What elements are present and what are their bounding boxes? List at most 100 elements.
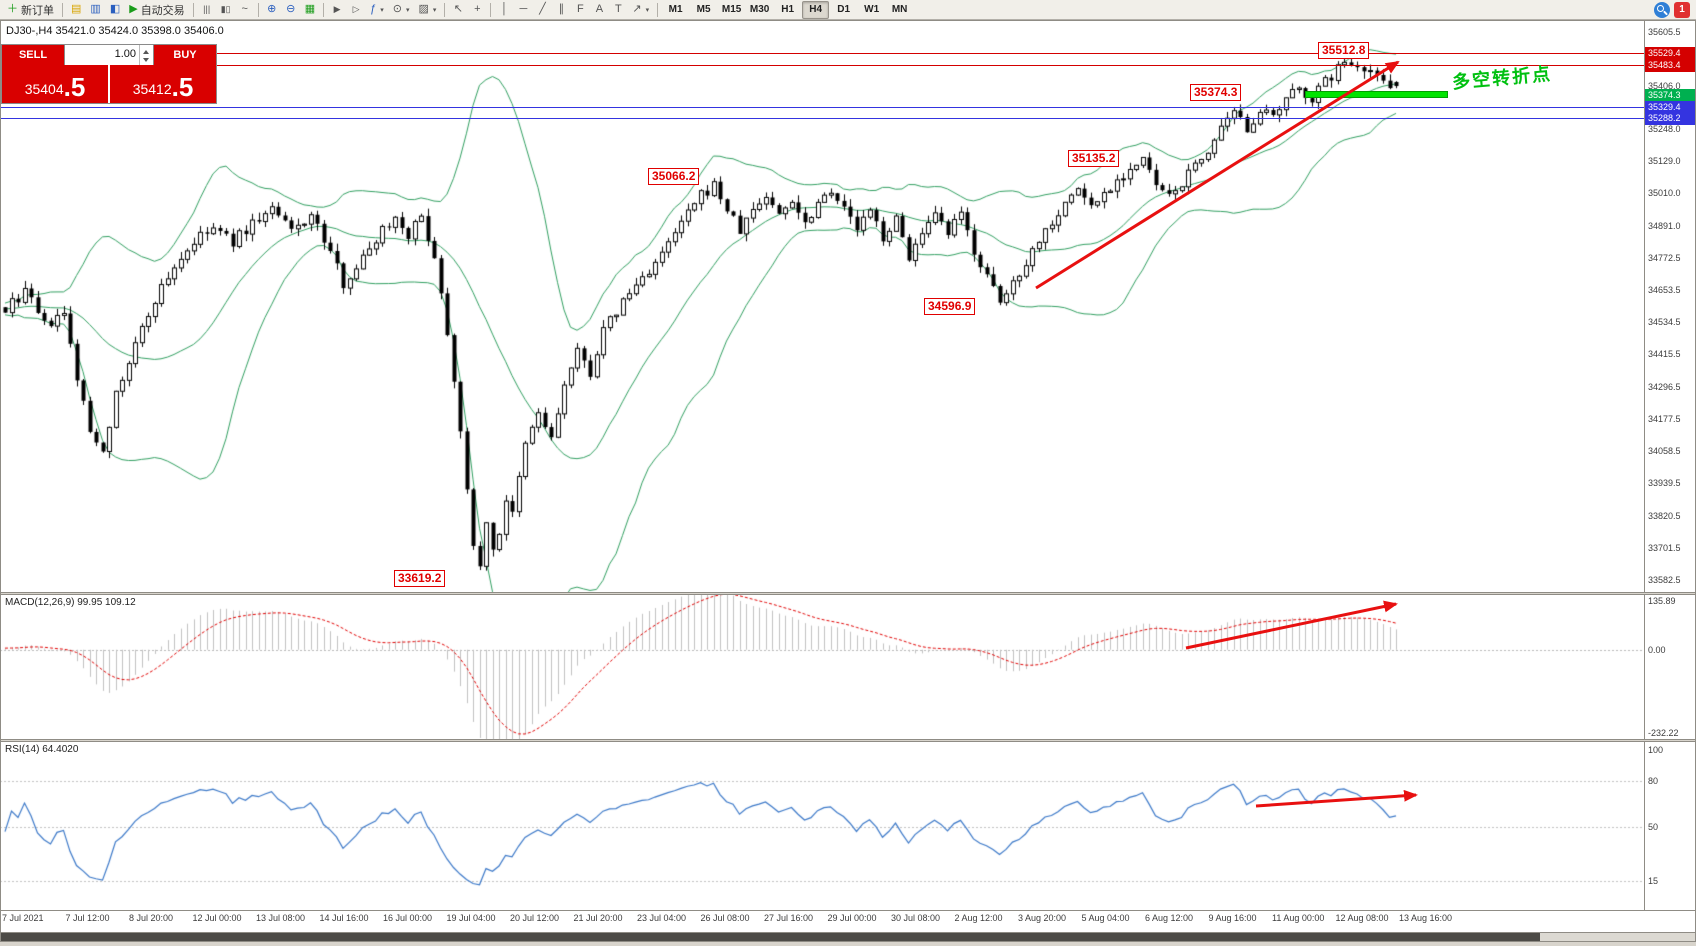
- new-order-icon: ＋: [7, 3, 18, 15]
- zoom-in-button[interactable]: ⊕: [263, 1, 281, 19]
- buy-button[interactable]: BUY: [154, 45, 216, 65]
- price-level-line[interactable]: [0, 65, 1644, 66]
- candlestick-button[interactable]: ▮▯: [217, 1, 235, 19]
- zoom-out-button[interactable]: ⊖: [282, 1, 300, 19]
- timeframe-d1[interactable]: D1: [830, 1, 857, 19]
- cursor-icon: ↖: [453, 3, 463, 15]
- price-axis-tick: 35248.0: [1648, 123, 1681, 134]
- dropdown-caret-icon: ▾: [432, 6, 437, 14]
- price-axis-tick: 34058.5: [1648, 446, 1681, 457]
- toolbar-separator: [444, 2, 446, 17]
- window-bottom-edge: [0, 942, 1696, 946]
- price-axis-level-label: 35483.4: [1645, 59, 1695, 73]
- time-axis-label: 23 Jul 04:00: [637, 913, 687, 923]
- arrows-tool-icon: ↗: [632, 3, 642, 15]
- time-axis-label: 21 Jul 20:00: [573, 913, 623, 923]
- price-axis-tick: 34891.0: [1648, 220, 1681, 231]
- volume-down-icon[interactable]: [140, 55, 153, 65]
- new-order-button[interactable]: ＋ 新订单: [3, 1, 58, 19]
- toolbar-separator: [323, 2, 325, 17]
- timeframe-h4[interactable]: H4: [802, 0, 830, 19]
- profiles-button[interactable]: ▤: [67, 1, 85, 19]
- price-axis-tick: 33820.5: [1648, 510, 1681, 521]
- tile-windows-button[interactable]: ▦: [301, 1, 319, 19]
- toolbar-separator: [490, 2, 492, 17]
- macd-axis-label: 135.89: [1648, 596, 1676, 606]
- price-axis-tick: 35605.5: [1648, 27, 1681, 37]
- buy-price-button[interactable]: 35412.5: [110, 65, 216, 103]
- market-watch-button[interactable]: ◧: [106, 1, 124, 19]
- macd-canvas[interactable]: [0, 595, 1644, 739]
- label-button[interactable]: T: [609, 1, 627, 19]
- time-axis-label: 26 Jul 08:00: [700, 913, 750, 923]
- timeframe-group: M1 M5 M15 M30 H1 H4 D1 W1 MN: [662, 0, 913, 19]
- horizontal-scrollbar-thumb[interactable]: [0, 933, 1540, 941]
- chart-shift-button[interactable]: ▷: [347, 1, 365, 19]
- support-zone-line[interactable]: [1305, 91, 1448, 98]
- periods-button[interactable]: ⊙ ▾: [389, 1, 414, 19]
- indicators-button[interactable]: ƒ ▾: [366, 1, 388, 19]
- time-axis-label: 30 Jul 08:00: [891, 913, 941, 923]
- price-level-line[interactable]: [0, 107, 1644, 108]
- volume-up-icon[interactable]: [140, 45, 153, 55]
- price-callout: 34596.9: [924, 298, 976, 315]
- rsi-canvas[interactable]: [0, 742, 1644, 910]
- price-callout: 35066.2: [648, 168, 700, 185]
- price-axis-level-label: 35329.4: [1645, 100, 1695, 114]
- volume-spinner[interactable]: [139, 45, 153, 65]
- line-chart-button[interactable]: ~: [236, 1, 254, 19]
- timeframe-m5[interactable]: M5: [690, 1, 717, 19]
- channel-icon: ∥: [558, 3, 565, 15]
- main-chart-canvas[interactable]: [0, 20, 1644, 592]
- price-axis-tick: 33701.5: [1648, 542, 1681, 553]
- sell-price-main: 35404: [24, 81, 64, 97]
- cursor-button[interactable]: ↖: [449, 1, 467, 19]
- trade-panel-top-row: SELL 1.00 BUY: [2, 45, 216, 65]
- time-axis-label: 11 Aug 00:00: [1272, 913, 1325, 923]
- volume-value: 1.00: [114, 48, 136, 60]
- vertical-line-icon: │: [500, 3, 508, 15]
- auto-scroll-button[interactable]: ▶: [328, 1, 346, 19]
- sell-price-button[interactable]: 35404.5: [2, 65, 108, 103]
- one-click-trading-panel: SELL 1.00 BUY 35404.5 35412.5: [1, 44, 217, 104]
- timeframe-m1[interactable]: M1: [662, 1, 689, 19]
- price-level-line[interactable]: [0, 53, 1644, 54]
- text-button[interactable]: A: [590, 1, 608, 19]
- trendline-button[interactable]: ╱: [533, 1, 551, 19]
- time-axis-label: 27 Jul 16:00: [764, 913, 814, 923]
- timeframe-mn[interactable]: MN: [886, 1, 913, 19]
- time-axis-label: 13 Jul 08:00: [256, 913, 306, 923]
- timeframe-w1[interactable]: W1: [858, 1, 885, 19]
- timeframe-m15[interactable]: M15: [718, 1, 745, 19]
- vertical-line-button[interactable]: │: [495, 1, 513, 19]
- time-axis-label: 16 Jul 00:00: [383, 913, 433, 923]
- templates-button[interactable]: ▨ ▾: [414, 1, 440, 19]
- candlestick-icon: ▮▯: [220, 4, 231, 14]
- search-icon[interactable]: [1654, 1, 1670, 18]
- auto-trading-button[interactable]: ▶ 自动交易: [125, 1, 188, 19]
- time-axis-label: 2 Aug 12:00: [954, 913, 1003, 923]
- bar-chart-button[interactable]: |||: [198, 1, 216, 19]
- price-axis-divider: [1644, 20, 1645, 911]
- horizontal-line-button[interactable]: ─: [514, 1, 532, 19]
- notification-badge[interactable]: 1: [1674, 1, 1690, 18]
- channel-button[interactable]: ∥: [552, 1, 570, 19]
- timeframe-h1[interactable]: H1: [774, 1, 801, 19]
- price-axis-tick: 35406.0: [1648, 81, 1681, 92]
- price-level-line[interactable]: [0, 118, 1644, 119]
- volume-field[interactable]: 1.00: [64, 45, 154, 65]
- sell-button[interactable]: SELL: [2, 45, 64, 65]
- charts-icon: ▥: [90, 3, 101, 15]
- crosshair-button[interactable]: +: [468, 1, 486, 19]
- fibonacci-button[interactable]: F: [571, 1, 589, 19]
- rsi-axis-label: 100: [1648, 745, 1664, 755]
- price-axis-tick: 34296.5: [1648, 381, 1681, 392]
- arrows-tool-button[interactable]: ↗ ▾: [628, 1, 653, 19]
- pane-splitter[interactable]: [0, 739, 1696, 742]
- chart-shift-icon: ▷: [352, 4, 360, 14]
- pane-splitter[interactable]: [0, 592, 1696, 595]
- timeframe-m30[interactable]: M30: [746, 1, 773, 19]
- charts-button[interactable]: ▥: [86, 1, 104, 19]
- time-axis-label: 7 Jul 12:00: [65, 913, 110, 923]
